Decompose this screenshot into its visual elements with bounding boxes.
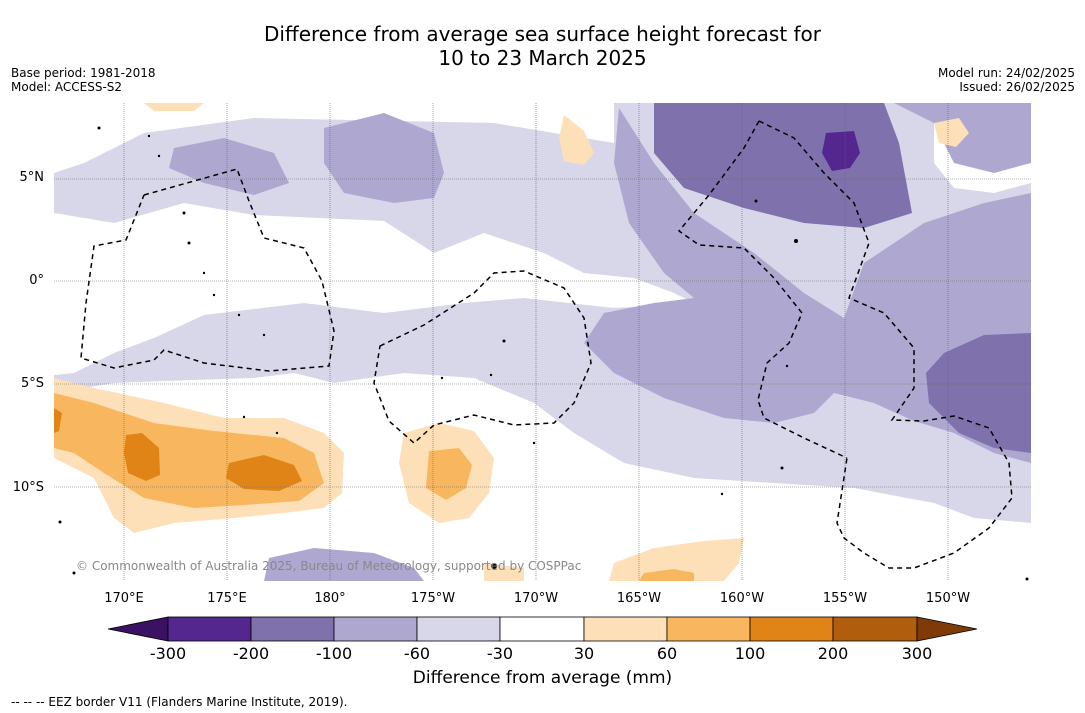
lon-label-180: 180° <box>314 591 346 606</box>
lon-label-175e: 175°E <box>207 591 247 606</box>
colorbar-bin-8 <box>749 616 834 642</box>
lat-label-5n: 5°N <box>19 170 45 185</box>
title-line-1: Difference from average sea surface heig… <box>263 22 822 46</box>
lat-label-5s: 5°S <box>20 376 44 391</box>
colorbar-extend-high <box>916 616 978 642</box>
lon-label-165w: 165°W <box>616 591 662 606</box>
colorbar-bin-3 <box>333 616 418 642</box>
meta-left: Base period: 1981-2018 Model: ACCESS-S2 <box>11 66 156 94</box>
islands <box>58 126 1029 581</box>
band-neg-60-100 <box>169 103 1031 581</box>
eez-borders <box>80 120 1013 569</box>
colorbar-bin-2 <box>250 616 335 642</box>
eez-footnote: -- -- -- EEZ border V11 (Flanders Marine… <box>11 695 348 709</box>
meta-right: Model run: 24/02/2025 Issued: 26/02/2025 <box>938 66 1075 94</box>
cbar-tick-60: 60 <box>656 644 678 663</box>
lon-label-170w: 170°W <box>513 591 559 606</box>
colorbar-bin-5 <box>499 616 585 642</box>
colorbar-svg <box>107 616 978 642</box>
model-run: Model run: 24/02/2025 <box>937 66 1075 80</box>
lon-label-150w: 150°W <box>925 591 971 606</box>
lon-label-155w: 155°W <box>822 591 868 606</box>
cbar-tick-neg100: -100 <box>315 644 353 663</box>
cbar-tick-200: 200 <box>817 644 849 663</box>
model-name: Model: ACCESS-S2 <box>11 80 123 94</box>
title-line-2: 10 to 23 March 2025 <box>438 46 647 70</box>
anomaly-map <box>54 103 1031 581</box>
cbar-tick-30: 30 <box>573 644 595 663</box>
graticule <box>54 103 1031 581</box>
colorbar-extend-low <box>107 616 169 642</box>
colorbar-bin-9 <box>832 616 918 642</box>
cbar-tick-neg30: -30 <box>486 644 514 663</box>
cbar-tick-neg300: -300 <box>149 644 187 663</box>
lon-label-160w: 160°W <box>719 591 765 606</box>
band-pos-100-200 <box>54 408 302 491</box>
base-period: Base period: 1981-2018 <box>11 66 156 80</box>
issued-date: Issued: 26/02/2025 <box>959 80 1075 94</box>
colorbar-bin-6 <box>583 616 668 642</box>
copyright-credit: © Commonwealth of Australia 2025, Bureau… <box>76 559 582 573</box>
lat-label-0: 0° <box>29 273 44 288</box>
cbar-tick-300: 300 <box>901 644 933 663</box>
map-panel <box>54 103 1031 581</box>
band-neg-200-300 <box>822 131 860 171</box>
colorbar <box>107 615 978 643</box>
lat-label-10s: 10°S <box>12 480 44 495</box>
colorbar-bin-7 <box>666 616 751 642</box>
lon-label-175w: 175°W <box>410 591 456 606</box>
lon-label-170e: 170°E <box>104 591 144 606</box>
colorbar-bin-1 <box>167 616 252 642</box>
cbar-tick-100: 100 <box>734 644 766 663</box>
cbar-tick-neg200: -200 <box>232 644 270 663</box>
map-title: Difference from average sea surface heig… <box>0 22 1085 70</box>
colorbar-bin-4 <box>416 616 501 642</box>
cbar-tick-neg60: -60 <box>403 644 431 663</box>
colorbar-label: Difference from average (mm) <box>412 668 673 688</box>
